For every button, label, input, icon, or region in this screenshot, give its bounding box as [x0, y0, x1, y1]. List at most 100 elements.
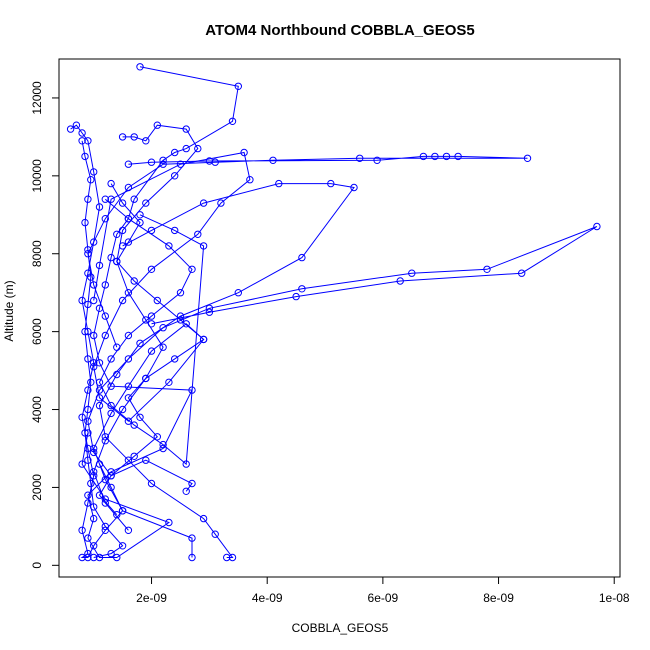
data-point	[199, 242, 208, 250]
data-point	[118, 226, 127, 235]
data-point	[130, 277, 138, 285]
x-tick-label: 1e-08	[599, 591, 630, 605]
data-point	[84, 386, 92, 394]
data-point	[107, 355, 115, 363]
data-point	[124, 183, 133, 192]
series-5	[84, 222, 601, 495]
data-point	[182, 320, 190, 328]
data-point	[84, 137, 92, 145]
series-3	[95, 179, 358, 562]
data-point	[81, 327, 89, 336]
data-point	[90, 331, 98, 340]
data-point	[431, 152, 439, 161]
series-line	[93, 151, 251, 558]
data-point	[136, 63, 144, 71]
data-point	[78, 460, 86, 468]
data-point	[95, 203, 104, 211]
data-point	[78, 296, 86, 305]
data-point	[101, 499, 110, 507]
data-point	[78, 413, 86, 421]
data-point	[269, 156, 277, 165]
data-point	[78, 526, 86, 534]
data-point	[95, 401, 104, 410]
y-tick-label: 2000	[30, 474, 44, 501]
data-point	[87, 176, 95, 184]
data-point	[483, 265, 491, 273]
data-point	[165, 378, 173, 386]
data-point	[159, 156, 167, 165]
data-point	[124, 417, 133, 425]
data-point	[165, 242, 173, 250]
data-point	[84, 195, 92, 203]
series-line	[98, 183, 205, 516]
data-point	[87, 273, 95, 281]
data-point	[107, 483, 115, 492]
x-axis-label: COBBLA_GEOS5	[292, 621, 389, 635]
data-point	[298, 253, 306, 262]
data-point	[147, 265, 156, 273]
data-point	[159, 160, 167, 168]
series-10	[95, 195, 208, 468]
data-point	[130, 195, 138, 203]
data-point	[159, 440, 167, 449]
data-point	[90, 542, 98, 550]
data-point	[188, 534, 196, 542]
data-point	[84, 534, 92, 542]
data-point	[84, 444, 92, 453]
y-tick-label: 6000	[30, 318, 44, 345]
y-tick-label: 4000	[30, 396, 44, 423]
data-point	[118, 199, 127, 207]
data-point	[90, 553, 98, 562]
data-point	[87, 378, 95, 386]
data-point	[101, 522, 110, 531]
data-point	[101, 437, 110, 445]
data-point	[84, 549, 92, 558]
data-point	[518, 269, 526, 277]
data-point	[194, 144, 202, 153]
data-point	[84, 300, 92, 309]
data-point	[107, 382, 115, 390]
data-point	[292, 292, 300, 301]
data-point	[90, 168, 98, 176]
data-point	[90, 296, 98, 305]
data-point	[113, 257, 121, 266]
data-point	[90, 514, 98, 523]
data-point	[211, 530, 219, 538]
data-point	[234, 289, 243, 297]
data-point	[90, 448, 98, 457]
data-point	[142, 316, 150, 324]
x-tick-label: 2e-09	[136, 591, 167, 605]
data-point	[101, 215, 110, 223]
y-tick-label: 8000	[30, 240, 44, 267]
data-point	[182, 125, 190, 133]
y-axis: 0 2000 4000 6000 8000 10000 12000	[30, 81, 60, 569]
data-point	[228, 117, 237, 126]
data-point	[240, 148, 248, 157]
series-layer	[66, 63, 601, 562]
data-point	[84, 499, 92, 507]
data-point	[107, 195, 115, 203]
data-point	[130, 421, 138, 429]
data-point	[176, 160, 185, 168]
data-point	[147, 479, 156, 488]
data-point	[454, 152, 462, 161]
data-point	[84, 405, 92, 414]
data-point	[419, 152, 428, 161]
data-point	[523, 154, 532, 163]
data-point	[113, 230, 121, 239]
data-point	[66, 125, 75, 133]
data-point	[159, 444, 167, 453]
data-point	[124, 215, 133, 223]
data-point	[176, 289, 185, 297]
x-axis: 2e-09 4e-09 6e-09 8e-09 1e-08	[136, 576, 630, 605]
data-point	[136, 218, 144, 227]
data-point	[101, 195, 110, 203]
data-point	[171, 172, 179, 180]
data-point	[356, 154, 364, 163]
data-point	[101, 281, 110, 289]
data-point	[182, 460, 190, 468]
data-point	[90, 503, 98, 511]
data-point	[153, 121, 162, 129]
data-point	[182, 144, 190, 153]
data-point	[188, 265, 196, 273]
